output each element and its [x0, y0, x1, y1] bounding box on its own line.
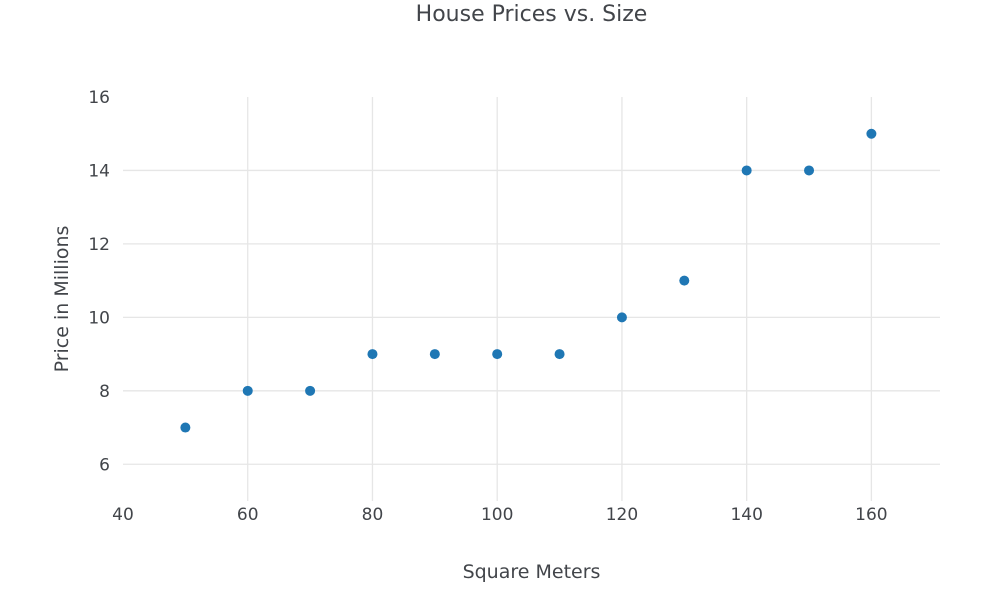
data-point[interactable]	[180, 422, 191, 433]
y-tick-label: 14	[88, 161, 110, 181]
data-point[interactable]	[741, 165, 752, 176]
y-tick-label: 6	[99, 455, 110, 475]
data-point[interactable]	[679, 275, 690, 286]
x-tick-label: 120	[606, 505, 638, 525]
data-point[interactable]	[554, 349, 565, 360]
y-tick-label: 8	[99, 382, 110, 402]
x-tick-label: 140	[730, 505, 762, 525]
chart-title: House Prices vs. Size	[415, 2, 648, 27]
x-tick-label: 80	[362, 505, 384, 525]
x-tick-label: 40	[112, 505, 134, 525]
x-axis-title: Square Meters	[462, 561, 601, 583]
data-point[interactable]	[429, 349, 440, 360]
data-point[interactable]	[305, 385, 316, 396]
data-point[interactable]	[804, 165, 815, 176]
y-axis-title: Price in Millions	[51, 225, 73, 373]
y-tick-label: 12	[88, 235, 110, 255]
data-point[interactable]	[367, 349, 378, 360]
x-tick-label: 100	[481, 505, 513, 525]
y-tick-label: 10	[88, 308, 110, 328]
y-tick-label: 16	[88, 88, 110, 108]
x-tick-label: 60	[237, 505, 259, 525]
data-point[interactable]	[242, 385, 253, 396]
data-point[interactable]	[866, 128, 877, 139]
x-tick-label: 160	[855, 505, 887, 525]
data-point[interactable]	[492, 349, 503, 360]
data-point[interactable]	[616, 312, 627, 323]
